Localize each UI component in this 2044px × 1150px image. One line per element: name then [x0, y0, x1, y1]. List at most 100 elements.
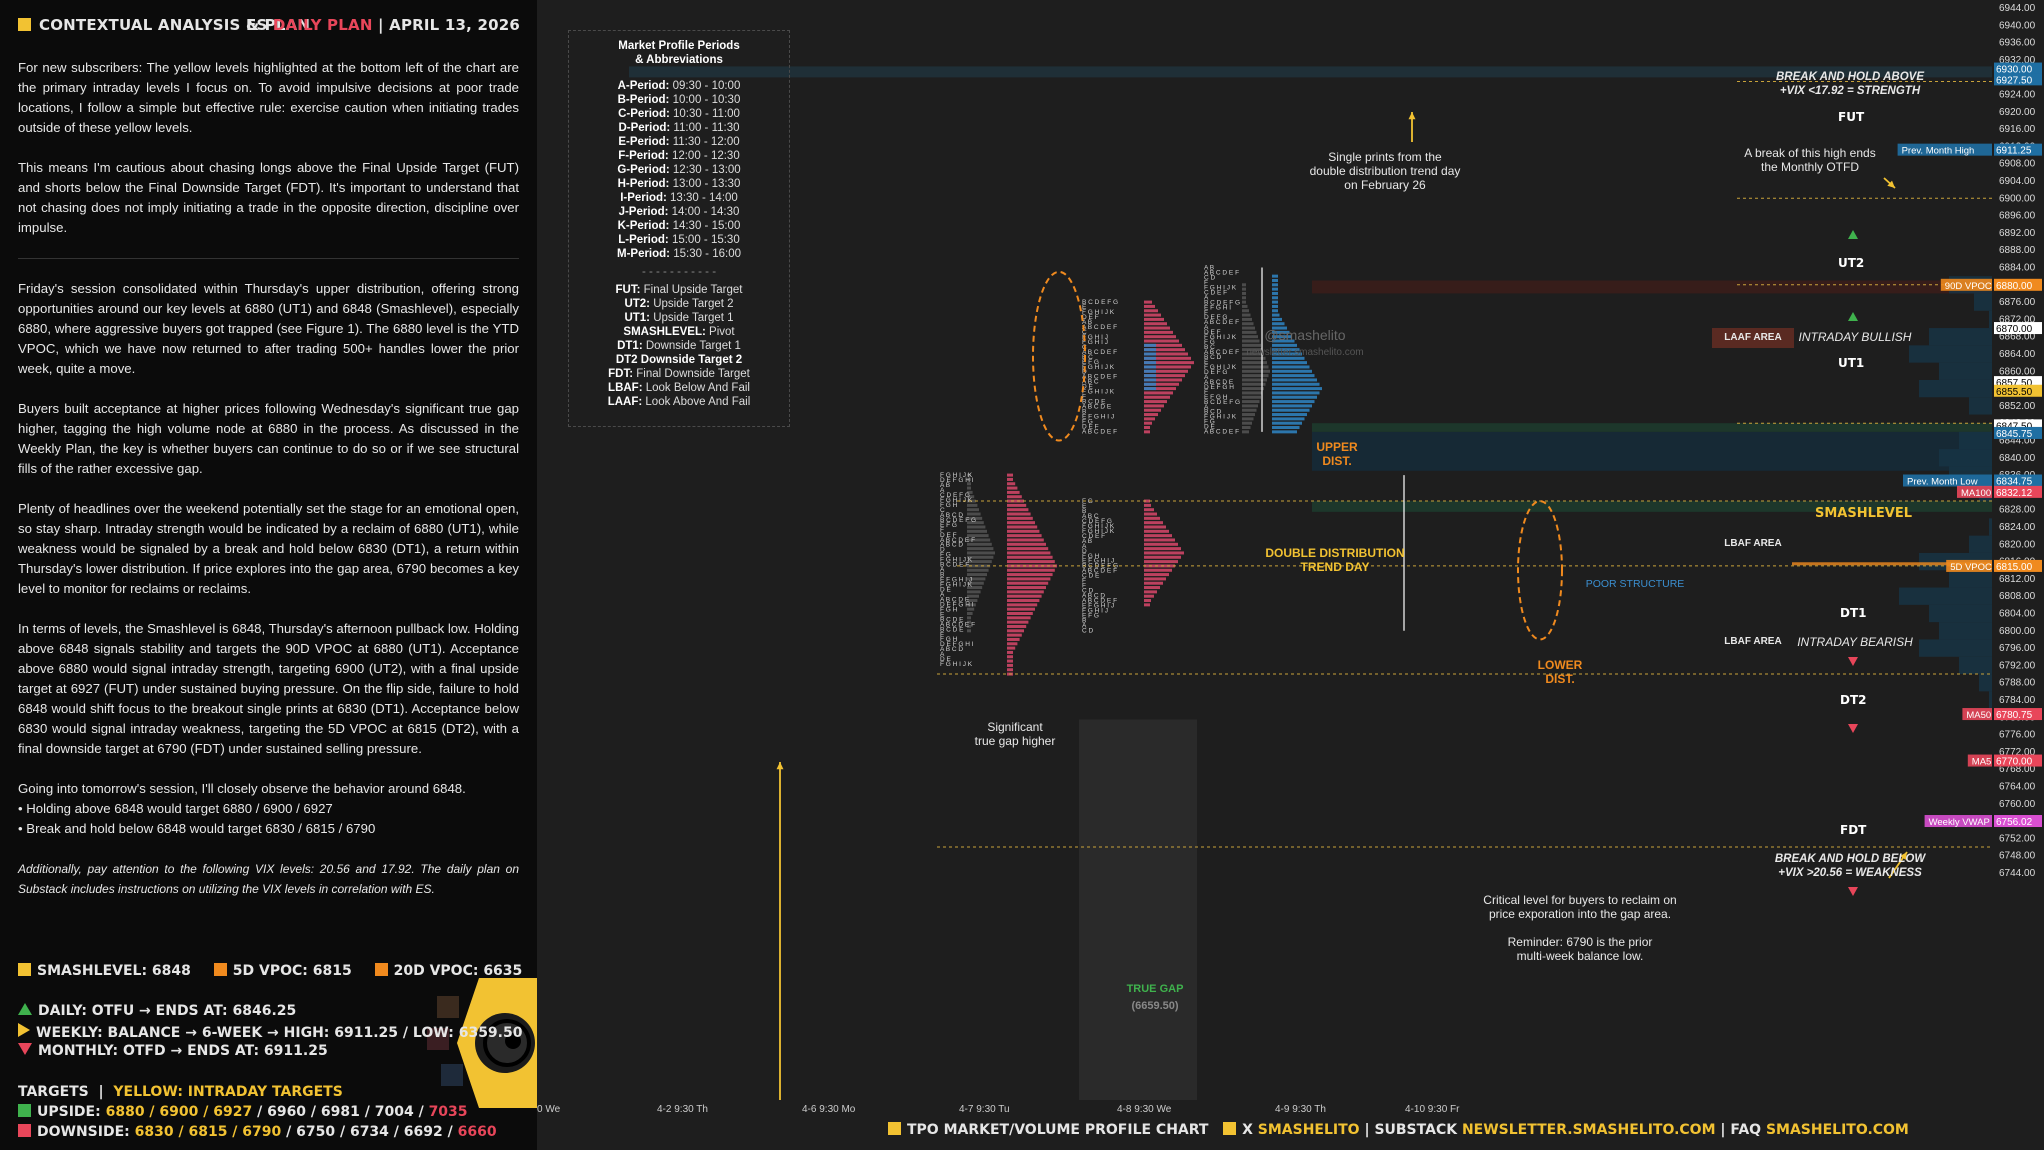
- tpo-bar: [1144, 348, 1185, 352]
- tpo-letters: A B C D E: [1082, 404, 1112, 411]
- tpo-letters: F G H I J K: [1082, 364, 1115, 371]
- annotation-true-gap-higher: Significant true gap higher: [974, 720, 1056, 748]
- footer-faq-url[interactable]: SMASHELITO.COM: [1765, 1122, 1909, 1138]
- tpo-bar: [1144, 343, 1182, 347]
- footer-substack: SUBSTACK: [1374, 1122, 1458, 1138]
- yellow-square-icon: [1223, 1122, 1237, 1135]
- y-tick-label: 6800.00: [1999, 626, 2036, 637]
- tpo-letters: B C D E F G: [1082, 563, 1118, 570]
- tpo-letters: E F G H: [1204, 394, 1228, 401]
- tpo-bar: [1144, 577, 1166, 581]
- y-tick-label: 6804.00: [1999, 609, 2036, 620]
- red-triangle-icon: [1848, 657, 1858, 666]
- upside-white: / 6960 / 6981 / 7004 /: [257, 1104, 424, 1120]
- tpo-letters: D E: [940, 656, 952, 663]
- para-2: This means I'm cautious about chasing lo…: [18, 160, 519, 235]
- y-tick-label: 6772.00: [1999, 747, 2036, 758]
- tpo-bar: [1272, 296, 1278, 300]
- tpo-bar: [1144, 352, 1156, 356]
- footer-sep: |: [1720, 1122, 1726, 1138]
- tpo-bar: [1007, 668, 1013, 672]
- tpo-bar: [1144, 551, 1184, 555]
- tpo-bar: [1144, 404, 1164, 408]
- tpo-bar: [1144, 365, 1156, 369]
- date-label: APRIL 13, 2026: [389, 16, 520, 34]
- y-tick-label: 6844.00: [1999, 436, 2036, 447]
- price-tag-name-bg: [1897, 143, 1992, 156]
- tpo-bar: [1144, 378, 1182, 382]
- tpo-letters: B C D: [1204, 354, 1222, 361]
- tpo-bar: [1007, 508, 1029, 512]
- tpo-letters: A B C D E F: [1082, 324, 1117, 331]
- tpo-bar: [1007, 573, 1053, 577]
- analysis-text: For new subscribers: The yellow levels h…: [18, 58, 519, 919]
- tpo-letters: C D E: [1082, 573, 1100, 580]
- tpo-bar: [1007, 599, 1040, 603]
- y-tick-label: 6904.00: [1999, 176, 2036, 187]
- tpo-bar: [1242, 348, 1263, 352]
- lbaf-area-label-upper: LBAF AREA: [1724, 538, 1782, 549]
- price-tag: [1994, 754, 2042, 767]
- para-4: Buyers built acceptance at higher prices…: [18, 401, 519, 476]
- tpo-letters: E: [1204, 359, 1209, 366]
- tpo-bar: [1144, 378, 1156, 382]
- tpo-bar: [1272, 309, 1278, 313]
- y-tick-label: 6876.00: [1999, 297, 2036, 308]
- tpo-bar: [1242, 374, 1269, 378]
- legend-period: K-Period: 14:30 - 15:00: [617, 220, 741, 232]
- price-tag-name: MA100: [1961, 488, 1991, 499]
- tpo-letters: C D E F G: [1082, 518, 1112, 525]
- legend-period: D-Period: 11:00 - 11:30: [618, 122, 740, 134]
- tpo-bar: [967, 586, 983, 590]
- green-triangle-icon: [1848, 230, 1858, 239]
- tpo-bar: [967, 547, 994, 551]
- tpo-bar: [1242, 361, 1267, 365]
- tpo-bar: [1272, 374, 1315, 378]
- red-square-icon: [18, 1124, 31, 1137]
- footer-x-handle[interactable]: SMASHELITO: [1257, 1122, 1360, 1138]
- level-ut1: UT1: [1838, 356, 1865, 370]
- tpo-bar: [967, 482, 971, 486]
- tpo-bar: [1242, 309, 1249, 313]
- tpo-bar: [1144, 352, 1188, 356]
- annotation-break-below: BREAK AND HOLD BELOW +VIX >20.56 = WEAKN…: [1774, 853, 1926, 879]
- lbaf-zone-lower: [1312, 501, 2044, 512]
- tpo-bar: [967, 512, 981, 516]
- tpo-bar: [1144, 369, 1188, 373]
- tpo-letters: F G H I J K: [940, 582, 973, 589]
- tpo-bar: [1144, 564, 1175, 568]
- tpo-bar: [1144, 400, 1167, 404]
- tpo-bar: [1272, 395, 1317, 399]
- key-vpoc20: 20D VPOC: 6635: [393, 963, 523, 979]
- tpo-bar: [1007, 538, 1044, 542]
- price-tag-label: 6815.00: [1996, 562, 2033, 573]
- tpo-letters: B C: [1082, 354, 1093, 361]
- tpo-bar: [1007, 534, 1042, 538]
- tpo-bar: [967, 538, 991, 542]
- tpo-bar: [1007, 603, 1038, 607]
- tpo-letters: F G H: [940, 606, 958, 613]
- footer-faq: FAQ: [1730, 1122, 1762, 1138]
- square-icon: [18, 18, 31, 31]
- tpo-bar: [1242, 356, 1266, 360]
- para-7a: Going into tomorrow's session, I'll clos…: [18, 781, 466, 796]
- tpo-bar: [1272, 421, 1302, 425]
- tpo-bar: [1007, 663, 1013, 667]
- tpo-bar: [1007, 655, 1013, 659]
- annotation-monthly-otfd: A break of this high ends the Monthly OT…: [1744, 146, 1876, 174]
- tpo-bar: [967, 573, 987, 577]
- key-daily: DAILY: OTFU → ENDS AT: 6846.25: [18, 1003, 296, 1019]
- upside-targets: UPSIDE: 6880 / 6900 / 6927 / 6960 / 6981…: [18, 1104, 468, 1120]
- price-tag-name-bg: [1962, 708, 1992, 721]
- tpo-bar: [1007, 581, 1049, 585]
- chart-canvas[interactable]: F G H I J KD E F G H IA BAC D E F GF G H…: [537, 0, 2044, 1150]
- yellow-square-icon: [888, 1122, 901, 1135]
- tpo-letters: F: [1082, 583, 1086, 590]
- footer-substack-url[interactable]: NEWSLETTER.SMASHELITO.COM: [1461, 1122, 1716, 1138]
- plan-date: ES DAILY PLAN | APRIL 13, 2026: [246, 16, 520, 34]
- tpo-bar: [1242, 391, 1263, 395]
- tpo-letters: D E F G H I: [940, 601, 974, 608]
- legend-abbr: DT1: Downside Target 1: [617, 340, 741, 352]
- tpo-bar: [1144, 573, 1169, 577]
